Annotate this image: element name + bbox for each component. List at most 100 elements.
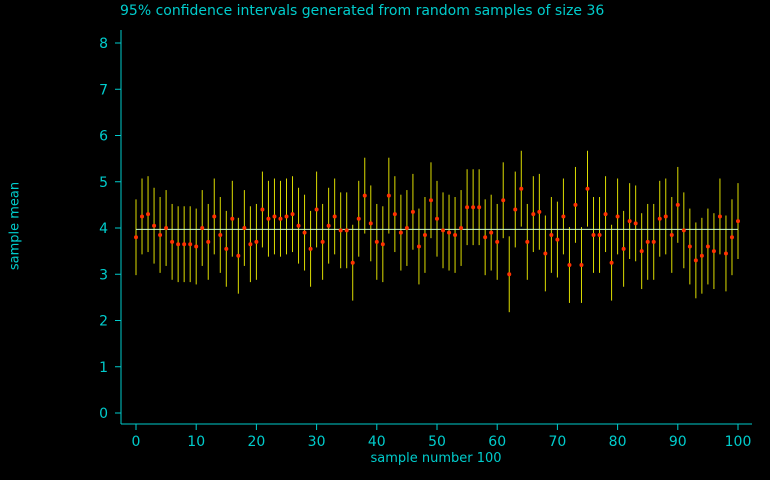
sample-mean-point — [404, 226, 409, 230]
sample-mean-point — [531, 212, 536, 217]
sample-mean-point — [495, 239, 500, 244]
x-tick-label: 70 — [548, 434, 566, 450]
sample-mean-point — [687, 244, 692, 249]
sample-mean-point — [609, 260, 614, 265]
sample-mean-point — [489, 230, 494, 235]
sample-mean-point — [717, 214, 722, 219]
sample-mean-point — [410, 209, 415, 214]
sample-mean-point — [501, 198, 506, 203]
sample-mean-point — [368, 221, 373, 226]
sample-mean-point — [200, 226, 205, 230]
sample-mean-point — [483, 235, 488, 240]
x-tick-label: 100 — [725, 434, 752, 450]
sample-mean-point — [356, 216, 361, 221]
sample-mean-point — [675, 202, 680, 207]
sample-mean-point — [441, 228, 446, 233]
x-tick-label: 40 — [368, 434, 386, 450]
sample-mean-point — [459, 226, 464, 230]
sample-mean-point — [627, 219, 632, 224]
sample-mean-point — [453, 232, 458, 237]
sample-mean-point — [621, 246, 626, 251]
sample-mean-point — [134, 235, 138, 240]
y-tick-label: 7 — [99, 82, 108, 98]
sample-mean-point — [645, 239, 650, 244]
sample-mean-point — [374, 239, 379, 244]
sample-mean-point — [561, 214, 566, 219]
y-tick-label: 4 — [99, 221, 108, 237]
y-tick-label: 8 — [99, 36, 108, 52]
sample-mean-point — [537, 209, 542, 214]
sample-mean-point — [651, 239, 656, 244]
sample-mean-point — [314, 207, 319, 212]
x-axis-label: sample number 100 — [370, 451, 502, 466]
sample-mean-point — [729, 235, 734, 240]
sample-mean-point — [326, 223, 331, 228]
sample-mean-point — [218, 232, 223, 237]
y-tick-label: 1 — [99, 360, 108, 376]
sample-mean-point — [284, 214, 289, 219]
sample-mean-point — [555, 237, 560, 242]
sample-mean-point — [723, 251, 728, 256]
sample-mean-point — [236, 253, 241, 258]
sample-mean-point — [573, 202, 578, 207]
sample-mean-point — [639, 249, 644, 254]
chart-title: 95% confidence intervals generated from … — [120, 3, 605, 19]
sample-mean-point — [615, 214, 620, 219]
sample-mean-point — [380, 242, 385, 247]
sample-mean-point — [699, 253, 704, 258]
sample-mean-point — [206, 239, 211, 244]
sample-mean-point — [669, 232, 674, 237]
sample-mean-point — [591, 232, 596, 237]
sample-mean-point — [519, 186, 524, 191]
sample-mean-point — [597, 232, 602, 237]
sample-mean-point — [362, 193, 367, 198]
sample-mean-point — [447, 230, 452, 235]
sample-mean-point — [435, 216, 439, 221]
x-tick-label: 10 — [187, 434, 205, 450]
sample-mean-point — [158, 232, 163, 237]
y-tick-label: 5 — [99, 175, 108, 191]
x-tick-label: 30 — [308, 434, 326, 450]
x-tick-label: 90 — [669, 434, 687, 450]
x-tick-label: 80 — [609, 434, 627, 450]
sample-mean-point — [386, 193, 391, 198]
sample-mean-point — [507, 272, 512, 277]
sample-mean-point — [194, 244, 199, 249]
sample-mean-point — [471, 205, 476, 210]
sample-mean-point — [188, 242, 193, 247]
sample-mean-point — [320, 239, 325, 244]
sample-mean-point — [278, 216, 283, 221]
sample-mean-point — [164, 226, 169, 230]
sample-mean-point — [182, 242, 187, 247]
sample-mean-point — [633, 221, 638, 226]
sample-mean-point — [290, 212, 295, 217]
sample-mean-point — [344, 228, 349, 233]
sample-mean-point — [332, 214, 337, 219]
sample-mean-point — [477, 205, 482, 210]
y-tick-label: 0 — [99, 406, 108, 422]
sample-mean-point — [152, 223, 157, 228]
sample-mean-point — [308, 246, 313, 251]
y-tick-label: 3 — [99, 267, 108, 283]
sample-mean-point — [254, 239, 259, 244]
sample-mean-point — [543, 251, 548, 256]
sample-mean-point — [705, 244, 710, 249]
sample-mean-point — [428, 198, 433, 203]
y-tick-label: 2 — [99, 314, 108, 330]
sample-mean-point — [579, 263, 584, 267]
sample-mean-point — [212, 214, 217, 219]
y-tick-label: 6 — [99, 129, 108, 145]
sample-mean-point — [350, 260, 355, 265]
sample-mean-point — [392, 212, 397, 217]
sample-mean-point — [266, 216, 271, 221]
sample-mean-point — [230, 216, 235, 221]
sample-mean-point — [693, 258, 698, 263]
sample-mean-point — [567, 263, 572, 267]
sample-mean-point — [422, 232, 427, 237]
sample-mean-point — [585, 186, 590, 191]
sample-mean-point — [176, 242, 181, 247]
sample-mean-point — [140, 214, 145, 219]
sample-mean-point — [170, 239, 175, 244]
